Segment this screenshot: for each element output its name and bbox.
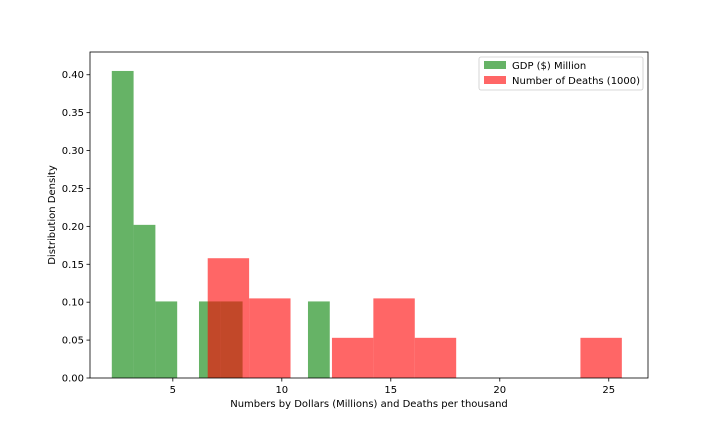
histogram-bar-series1-bin3 — [331, 337, 374, 378]
histogram-bars — [111, 70, 622, 378]
legend-label-deaths: Number of Deaths (1000) — [512, 76, 640, 87]
legend-swatch-deaths — [484, 76, 506, 84]
legend-box — [478, 56, 644, 91]
histogram-bar-series1-bin1 — [249, 298, 291, 378]
x-tick-label: 15 — [384, 385, 397, 396]
histogram-bar-series1-bin5 — [414, 337, 457, 378]
y-axis-label: Distribution Density — [47, 165, 58, 265]
histogram-bar-series1-bin4 — [373, 298, 415, 378]
x-axis-label: Numbers by Dollars (Millions) and Deaths… — [230, 399, 508, 410]
legend-swatch-gdp — [484, 61, 506, 69]
histogram-bar-series1-bin0 — [207, 258, 250, 378]
x-tick-label: 5 — [170, 385, 176, 396]
x-axis-ticks: 5 10 15 20 25 — [170, 378, 615, 396]
y-tick-label: 0.20 — [62, 222, 84, 233]
y-axis-ticks: 0.00 0.05 0.10 0.15 0.20 0.25 0.30 0.35 0.40 — [62, 70, 90, 385]
histogram-bar-series0-bin9 — [307, 301, 330, 378]
y-tick-label: 0.30 — [62, 146, 84, 157]
y-tick-label: 0.10 — [62, 298, 84, 309]
y-tick-label: 0.15 — [62, 260, 84, 271]
histogram-bar-series1-bin9 — [580, 337, 622, 378]
histogram-bar-series0-bin2 — [155, 301, 178, 378]
histogram-bar-series0-bin0 — [111, 70, 134, 378]
x-tick-label: 20 — [493, 385, 506, 396]
y-tick-label: 0.35 — [62, 108, 84, 119]
x-tick-label: 25 — [602, 385, 615, 396]
y-tick-label: 0.40 — [62, 70, 84, 81]
plot-frame — [89, 51, 649, 379]
histogram-bar-series0-bin1 — [133, 224, 156, 378]
x-tick-label: 10 — [275, 385, 288, 396]
legend-label-gdp: GDP ($) Million — [512, 61, 586, 72]
y-tick-label: 0.00 — [62, 374, 84, 385]
y-tick-label: 0.25 — [62, 184, 84, 195]
y-tick-label: 0.05 — [62, 336, 84, 347]
legend: GDP ($) Million Number of Deaths (1000) — [478, 56, 644, 91]
